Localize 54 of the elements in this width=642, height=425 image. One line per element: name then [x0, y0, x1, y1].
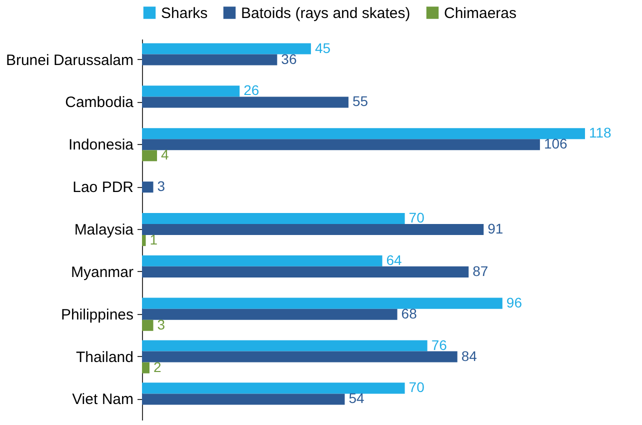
- bar: [142, 86, 240, 97]
- y-tick-label: Thailand: [76, 348, 134, 366]
- data-label: 84: [461, 348, 478, 364]
- legend-label: Sharks: [161, 4, 208, 22]
- data-label: 87: [472, 262, 488, 279]
- bar: [142, 150, 158, 162]
- legend-label: Chimaeras: [444, 4, 517, 22]
- data-label: 4: [161, 146, 170, 163]
- y-tick-label: Philippines: [60, 306, 134, 324]
- y-tick-label: Myanmar: [70, 264, 134, 281]
- data-label: 2: [154, 358, 162, 375]
- data-label: 91: [488, 220, 504, 236]
- data-label: 3: [157, 178, 166, 194]
- data-label: 3: [157, 316, 166, 332]
- y-tick-label: Indonesia: [68, 136, 134, 154]
- bar: [142, 235, 146, 246]
- data-label: 45: [314, 40, 331, 56]
- bar: [142, 139, 540, 150]
- bar: [142, 212, 405, 224]
- bar: [142, 298, 502, 309]
- data-label: 76: [431, 336, 448, 353]
- bar: [142, 43, 311, 54]
- bar: [142, 340, 428, 352]
- y-tick-label: Brunei Darussalam: [6, 52, 134, 69]
- data-label: 64: [386, 252, 402, 268]
- bar: [142, 382, 405, 394]
- bar: [142, 266, 469, 278]
- y-tick-label: Viet Nam: [72, 391, 134, 408]
- bar: [142, 351, 458, 362]
- bar: [142, 54, 278, 66]
- y-tick-label: Malaysia: [74, 222, 134, 238]
- bar: [142, 224, 484, 236]
- data-label: 70: [408, 209, 425, 226]
- bar: [142, 394, 345, 405]
- data-label: 70: [408, 379, 425, 396]
- bar: [142, 182, 154, 193]
- data-label: 36: [281, 50, 297, 67]
- data-label: 1: [150, 232, 158, 248]
- data-label: 26: [244, 82, 260, 98]
- data-label: 55: [352, 93, 368, 110]
- bar: [142, 96, 348, 108]
- data-label: 118: [589, 124, 612, 141]
- data-label: 96: [506, 294, 522, 310]
- y-tick-label: Cambodia: [65, 94, 134, 112]
- bar: [142, 362, 150, 374]
- bar: [142, 255, 382, 266]
- data-label: 68: [401, 305, 418, 322]
- y-tick-label: Lao PDR: [72, 179, 134, 196]
- bar: [142, 308, 398, 320]
- legend-label: Batoids (rays and skates): [241, 4, 410, 22]
- bar: [142, 320, 154, 331]
- data-label: 54: [348, 390, 365, 406]
- bar: [142, 128, 585, 140]
- data-label: 106: [544, 136, 568, 152]
